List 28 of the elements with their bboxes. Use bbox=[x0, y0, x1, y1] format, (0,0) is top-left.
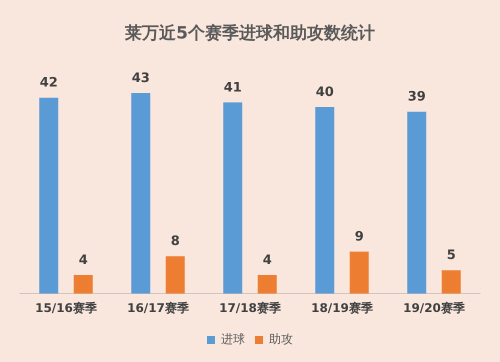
data-label: 42 bbox=[40, 76, 58, 91]
data-label: 8 bbox=[170, 234, 180, 250]
data-label: 43 bbox=[132, 70, 150, 86]
bar bbox=[442, 270, 461, 294]
x-tick-label: 16/17赛季 bbox=[127, 300, 190, 315]
data-label: 41 bbox=[224, 80, 242, 96]
data-label: 40 bbox=[316, 84, 334, 100]
data-label: 4 bbox=[78, 252, 88, 268]
x-tick-label: 18/19赛季 bbox=[311, 300, 374, 315]
bar bbox=[315, 107, 334, 294]
data-label: 4 bbox=[262, 252, 272, 268]
x-tick-label: 19/20赛季 bbox=[403, 300, 466, 315]
chart-title: 莱万近5个赛季进球和助攻数统计 bbox=[124, 24, 375, 44]
bar bbox=[407, 112, 426, 294]
data-label: 9 bbox=[354, 230, 364, 244]
bar bbox=[74, 274, 93, 294]
bar bbox=[166, 256, 185, 294]
data-label: 5 bbox=[446, 248, 456, 264]
data-label: 39 bbox=[408, 90, 426, 105]
bar bbox=[131, 93, 150, 294]
x-tick-label: 17/18赛季 bbox=[219, 300, 282, 315]
bar bbox=[223, 102, 242, 294]
x-tick-label: 15/16赛季 bbox=[35, 300, 98, 315]
bar bbox=[258, 274, 277, 294]
bar bbox=[350, 252, 369, 294]
legend-label: 助攻 bbox=[269, 332, 293, 346]
bar bbox=[39, 98, 58, 294]
legend-label: 进球 bbox=[221, 332, 245, 346]
